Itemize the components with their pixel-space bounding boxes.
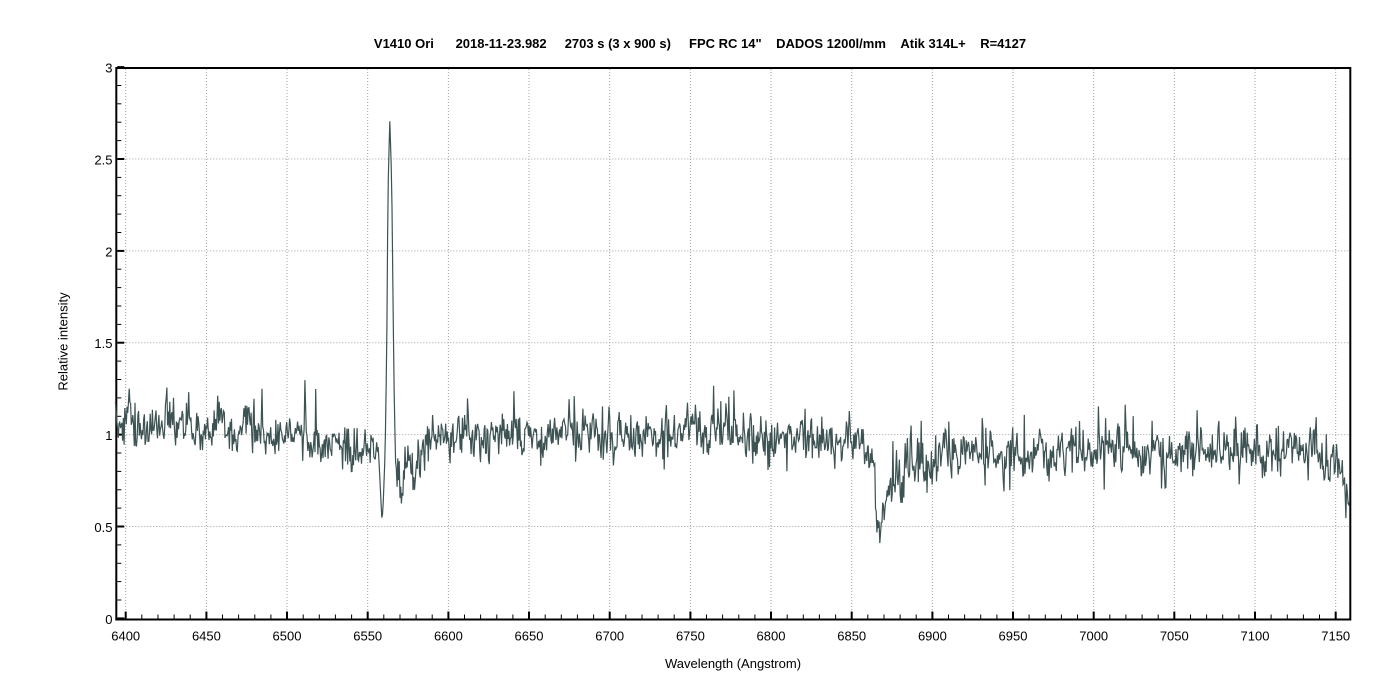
svg-text:6850: 6850 [837, 629, 866, 644]
svg-text:6450: 6450 [192, 629, 221, 644]
svg-text:0.5: 0.5 [94, 520, 112, 535]
svg-text:1: 1 [105, 428, 112, 443]
svg-text:6400: 6400 [111, 629, 140, 644]
svg-text:2.5: 2.5 [94, 153, 112, 168]
svg-text:6700: 6700 [595, 629, 624, 644]
svg-text:6650: 6650 [515, 629, 544, 644]
svg-text:6900: 6900 [918, 629, 947, 644]
svg-text:6750: 6750 [676, 629, 705, 644]
svg-text:7100: 7100 [1241, 629, 1270, 644]
svg-text:6800: 6800 [757, 629, 786, 644]
svg-text:3: 3 [105, 61, 112, 76]
svg-text:6550: 6550 [353, 629, 382, 644]
svg-text:7050: 7050 [1160, 629, 1189, 644]
svg-text:6600: 6600 [434, 629, 463, 644]
svg-text:1.5: 1.5 [94, 336, 112, 351]
svg-text:2: 2 [105, 244, 112, 259]
svg-text:6950: 6950 [999, 629, 1028, 644]
svg-text:6500: 6500 [273, 629, 302, 644]
svg-text:0: 0 [105, 612, 112, 627]
svg-text:7150: 7150 [1321, 629, 1350, 644]
svg-text:7000: 7000 [1079, 629, 1108, 644]
